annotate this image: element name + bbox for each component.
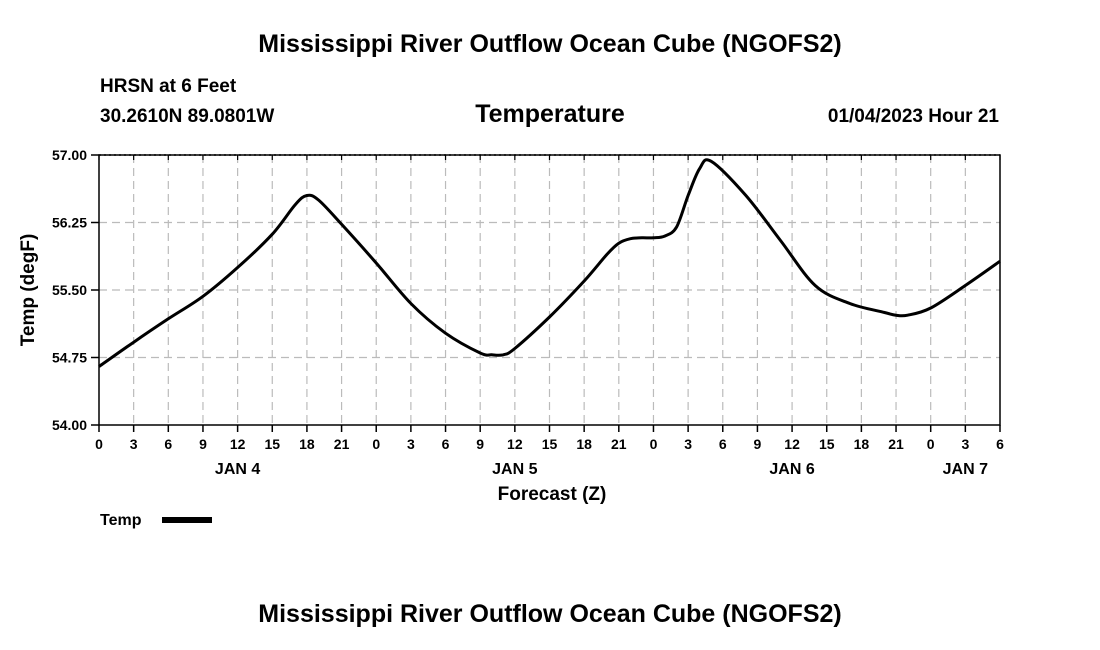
top-title: Mississippi River Outflow Ocean Cube (NG… <box>258 30 842 58</box>
x-tick-label: 6 <box>719 436 727 452</box>
x-tick-label: 9 <box>754 436 762 452</box>
x-tick-label: 3 <box>684 436 692 452</box>
legend-label: Temp <box>100 512 142 529</box>
x-tick-label: 0 <box>372 436 380 452</box>
x-tick-label: 15 <box>819 436 835 452</box>
x-tick-label: 21 <box>611 436 627 452</box>
bottom-title: Mississippi River Outflow Ocean Cube (NG… <box>258 600 842 628</box>
x-tick-label: 12 <box>507 436 523 452</box>
station-name: HRSN at 6 Feet <box>100 76 237 97</box>
x-tick-label: 9 <box>199 436 207 452</box>
x-tick-label: 21 <box>334 436 350 452</box>
x-tick-label: 12 <box>784 436 800 452</box>
x-tick-label: 0 <box>650 436 658 452</box>
x-axis-label: Forecast (Z) <box>498 484 607 505</box>
y-tick-label: 56.25 <box>52 215 87 231</box>
x-tick-label: 3 <box>407 436 415 452</box>
x-tick-label: 15 <box>264 436 280 452</box>
y-tick-label: 55.50 <box>52 282 87 298</box>
day-label: JAN 7 <box>943 461 988 478</box>
y-axis-label: Temp (degF) <box>18 234 39 347</box>
x-tick-label: 21 <box>888 436 904 452</box>
y-tick-label: 54.00 <box>52 417 87 433</box>
grid-lines <box>99 155 1000 425</box>
x-tick-label: 3 <box>961 436 969 452</box>
x-tick-label: 9 <box>476 436 484 452</box>
x-tick-label: 18 <box>299 436 315 452</box>
y-axis: 54.00 54.75 55.50 56.25 57.00 <box>52 147 99 433</box>
x-tick-label: 6 <box>442 436 450 452</box>
station-coordinates: 30.2610N 89.0801W <box>100 106 275 127</box>
x-tick-label: 12 <box>230 436 246 452</box>
y-tick-label: 54.75 <box>52 350 87 366</box>
series-temp-line <box>98 158 1001 368</box>
x-tick-label: 3 <box>130 436 138 452</box>
day-label: JAN 5 <box>492 461 537 478</box>
x-tick-label: 0 <box>927 436 935 452</box>
x-tick-label: 6 <box>996 436 1004 452</box>
day-label: JAN 6 <box>769 461 814 478</box>
x-tick-label: 15 <box>542 436 558 452</box>
x-tick-label: 0 <box>95 436 103 452</box>
x-tick-label: 18 <box>854 436 870 452</box>
chart-title: Temperature <box>475 100 625 128</box>
x-tick-label: 6 <box>164 436 172 452</box>
y-tick-label: 57.00 <box>52 147 87 163</box>
day-label: JAN 4 <box>215 461 260 478</box>
x-tick-label: 18 <box>576 436 592 452</box>
x-axis: 0 3 6 9 12 15 18 21 0 3 6 9 12 15 18 21 0 3 6 9 12 15 18 21 0 3 6J… <box>95 155 1004 478</box>
run-time: 01/04/2023 Hour 21 <box>827 106 999 127</box>
